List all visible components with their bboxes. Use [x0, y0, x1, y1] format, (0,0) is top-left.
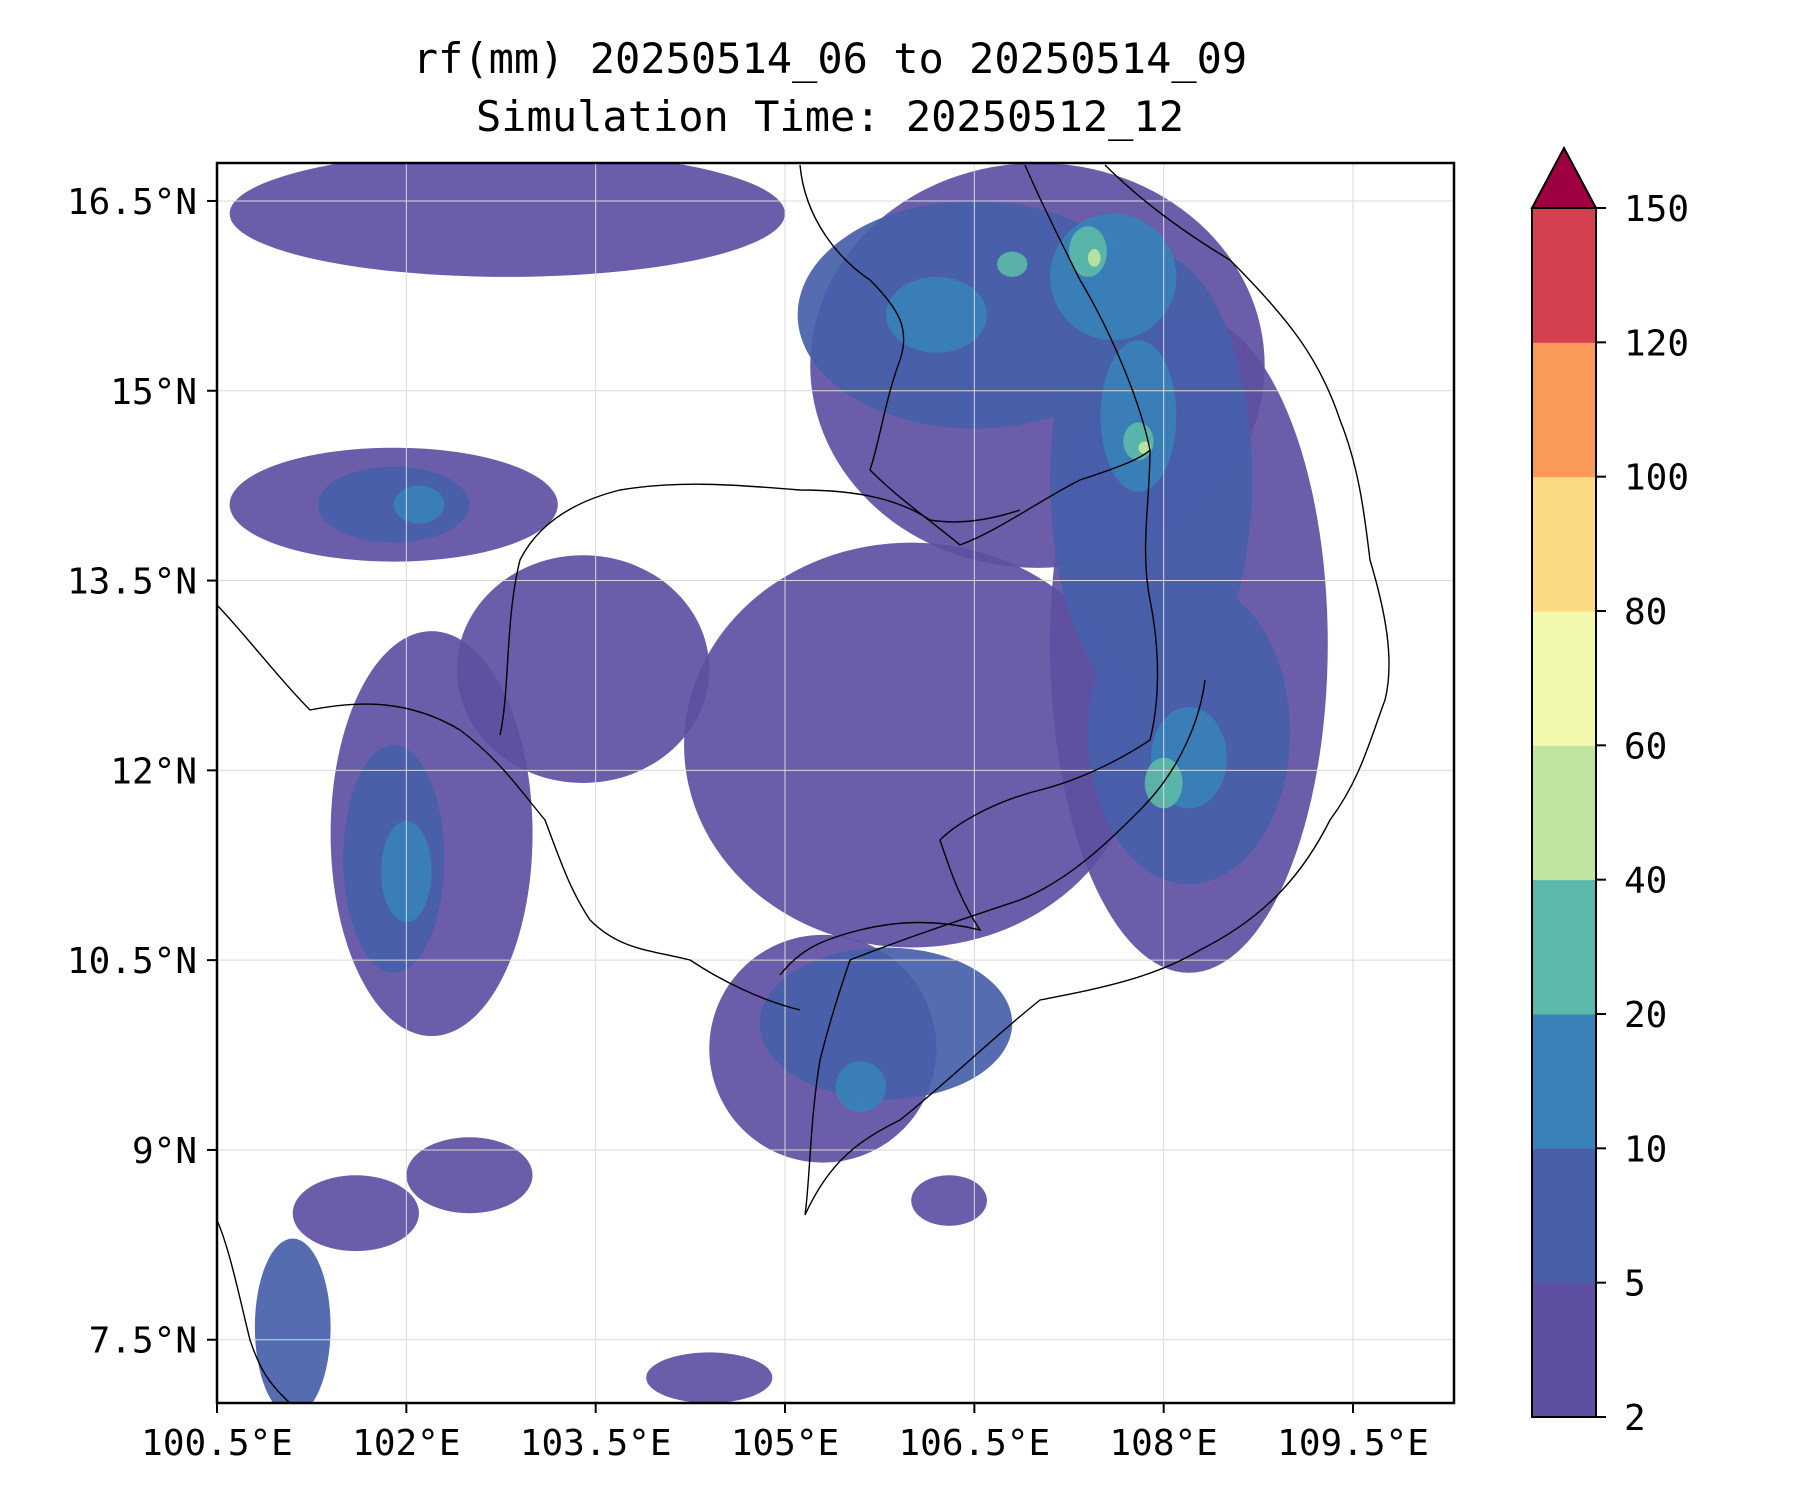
y-tick-label: 9°N [132, 1131, 197, 1172]
rainfall-contours [229, 163, 1328, 1403]
colorbar: 2 5 10 20 40 60 80 100 120 150 [1530, 145, 1689, 1439]
rain-region-9 [406, 1137, 533, 1214]
rain-region-29 [997, 251, 1028, 277]
rain-region-8 [292, 1175, 419, 1252]
rain-region-19 [1050, 213, 1177, 341]
y-tick-label: 15°N [110, 372, 197, 413]
colorbar-bin [1532, 342, 1596, 478]
colorbar-bin [1532, 476, 1596, 612]
y-tick-label: 10.5°N [67, 941, 197, 982]
y-tick-label: 16.5°N [67, 182, 197, 223]
colorbar-tick-label: 5 [1624, 1264, 1646, 1305]
y-tick-label: 7.5°N [89, 1321, 197, 1362]
x-tick-label: 102°E [352, 1423, 460, 1464]
border-cambodia-vietnam [779, 449, 1159, 976]
coastline-malay-peninsula [217, 1219, 291, 1403]
y-tick-label: 12°N [110, 751, 197, 792]
rain-region-23 [393, 485, 445, 524]
colorbar-bin [1532, 1014, 1596, 1149]
rain-region-20 [1100, 340, 1177, 492]
x-tick-label: 109.5°E [1277, 1423, 1429, 1464]
border-thailand-cambodia [499, 483, 1021, 736]
coastline-vietnam [804, 164, 1390, 1216]
rain-region-11 [911, 1175, 987, 1226]
x-tick-label: 100.5°E [141, 1423, 293, 1464]
map-frame [215, 161, 1456, 1405]
border-laos [799, 164, 1151, 546]
rain-region-15 [759, 947, 1013, 1100]
rain-region-30 [1087, 249, 1101, 267]
title-line-2: Simulation Time: 20250512_12 [475, 92, 1184, 141]
rain-region-6 [456, 555, 710, 783]
colorbar-tick-label: 40 [1624, 861, 1667, 902]
map-axes: 100.5°E 102°E 103.5°E 105°E 106.5°E 108°E 109.… [67, 182, 1429, 1464]
colorbar-tick-label: 60 [1624, 726, 1667, 767]
coastline-gulf-of-thailand [217, 604, 801, 1011]
rain-region-31 [1138, 441, 1152, 455]
colorbar-bin [1532, 745, 1596, 881]
colorbar-bin [1532, 1148, 1596, 1284]
x-tick-label: 103.5°E [520, 1423, 672, 1464]
colorbar-bin [1532, 879, 1596, 1015]
rain-region-24 [835, 1061, 886, 1112]
colorbar-frame [1531, 207, 1597, 1418]
colorbar-tick-label: 20 [1624, 995, 1667, 1036]
colorbar-bin [1532, 208, 1596, 343]
rain-region-10 [646, 1352, 773, 1403]
coastlines-borders [217, 164, 1390, 1403]
rain-region-2 [684, 542, 1139, 948]
rain-region-18 [254, 1238, 331, 1403]
x-tick-label: 106.5°E [898, 1423, 1050, 1464]
colorbar-bin [1532, 611, 1596, 746]
colorbar-tick-label: 120 [1624, 323, 1689, 364]
rain-region-27 [1123, 422, 1154, 461]
rain-region-17 [317, 466, 470, 543]
colorbar-tick-label: 80 [1624, 592, 1667, 633]
title-line-1: rf(mm) 20250514_06 to 20250514_09 [412, 34, 1248, 83]
rain-region-25 [885, 276, 987, 353]
x-tick-label: 108°E [1109, 1423, 1217, 1464]
rain-region-7 [229, 163, 785, 277]
y-tick-label: 13.5°N [67, 562, 197, 603]
colorbar-extend-arrow [1530, 145, 1598, 209]
x-tick-label: 105°E [731, 1423, 839, 1464]
colorbar-tick-label: 10 [1624, 1129, 1667, 1170]
colorbar-bin [1532, 1282, 1596, 1418]
colorbar-tick-label: 2 [1624, 1398, 1646, 1439]
colorbar-tick-label: 150 [1624, 189, 1689, 230]
colorbar-tick-label: 100 [1624, 458, 1689, 499]
map-title: rf(mm) 20250514_06 to 20250514_09 Simula… [0, 30, 1660, 146]
